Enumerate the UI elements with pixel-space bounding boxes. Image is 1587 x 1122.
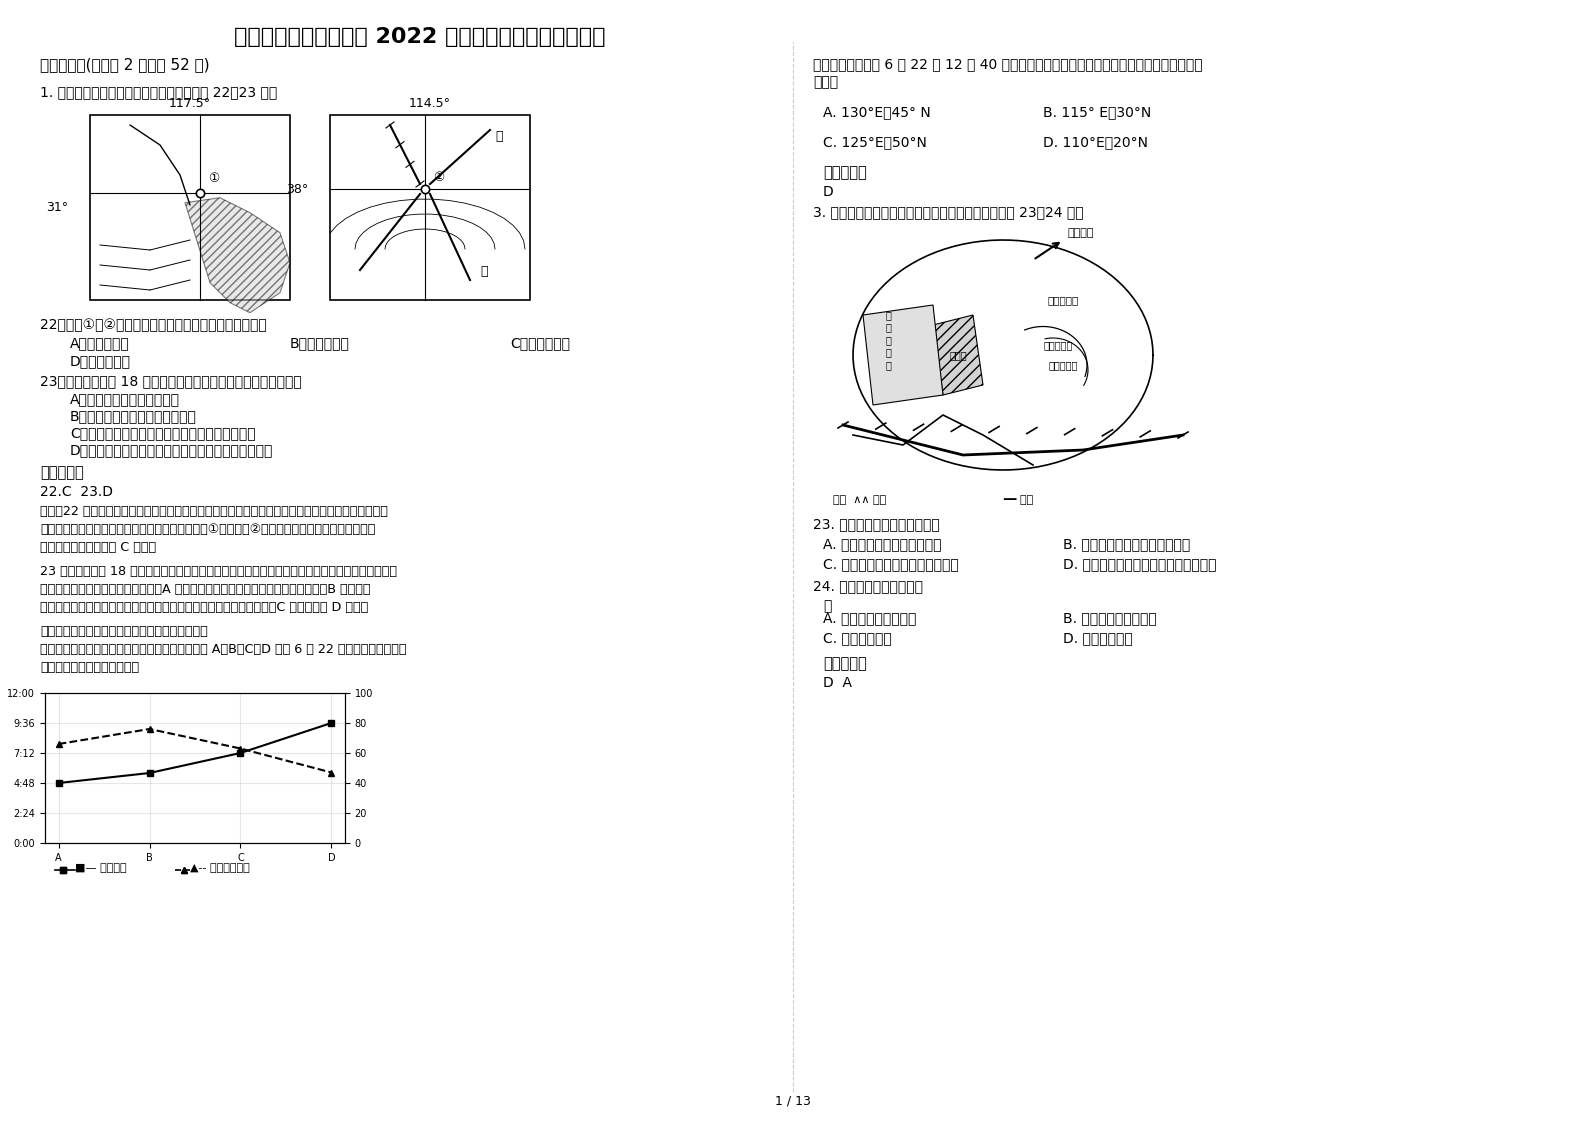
Text: ━━ 铁路: ━━ 铁路 (1003, 495, 1033, 505)
Text: 可能为: 可能为 (813, 75, 838, 89)
Text: C．政治、交通: C．政治、交通 (509, 335, 570, 350)
Text: 22．图中①、②两城市形成和发展的主导区位因素分别是: 22．图中①、②两城市形成和发展的主导区位因素分别是 (40, 318, 267, 332)
Text: 主导风向: 主导风向 (1068, 228, 1095, 238)
Polygon shape (863, 305, 943, 405)
Bar (90, 114, 290, 300)
Text: 解析：22 题，影响城市的区位因素有自然因素和社会经济因素。其中自然因素包括河流、地形、气候
等；社会经济因素包括资源、交通、政策等。图中①为合肥，②为石家庄，: 解析：22 题，影响城市的区位因素有自然因素和社会经济因素。其中自然因素包括河流… (40, 505, 387, 554)
Text: D．南半球纬度越高昼越长夜越短，南极附近出现极昼: D．南半球纬度越高昼越长夜越短，南极附近出现极昼 (70, 443, 273, 457)
Text: 114.5°: 114.5° (409, 96, 451, 110)
Text: ▲-- 正午太阳高度: ▲-- 正午太阳高度 (190, 863, 249, 873)
Polygon shape (933, 315, 982, 395)
Text: 原有居住区: 原有居住区 (1043, 340, 1073, 350)
Text: A．地中海气候区域进入雨季: A．地中海气候区域进入雨季 (70, 392, 179, 406)
Text: 22.C  23.D: 22.C 23.D (40, 485, 113, 499)
Text: 24. 适合布局在防护带的是: 24. 适合布局在防护带的是 (813, 579, 924, 594)
Text: 1. 下图为我国两省会城市位置图。读图回答 22～23 题。: 1. 下图为我国两省会城市位置图。读图回答 22～23 题。 (40, 85, 278, 99)
Text: D  A: D A (824, 675, 852, 690)
Text: 【知识点】本题考查城市的区位因素和季节现象。: 【知识点】本题考查城市的区位因素和季节现象。 (40, 625, 208, 638)
Text: D. 工业区地势平坦、位于主导风下风向: D. 工业区地势平坦、位于主导风下风向 (1063, 557, 1217, 571)
Text: ②: ② (433, 171, 444, 184)
Text: A. 130°E，45° N: A. 130°E，45° N (824, 105, 930, 119)
Text: 参考答案：: 参考答案： (40, 465, 84, 480)
Text: 【思路点拨】我国某校地理兴趣小组对统计世界上 A、B、C、D 四地 6 月 22 日正午太阳高度和日
出时间，绘制简图。读图回答: 【思路点拨】我国某校地理兴趣小组对统计世界上 A、B、C、D 四地 6 月 22… (40, 643, 406, 674)
Text: A. 停车场、日用品仓库: A. 停车场、日用品仓库 (824, 611, 916, 625)
Text: B．科技、地形: B．科技、地形 (290, 335, 349, 350)
Text: B. 115° E，30°N: B. 115° E，30°N (1043, 105, 1151, 119)
Text: 23 题，北京时间 18 时时两城市正好日落，则北半球昼短夜长，太阳直射点位于南半球，北半球为冬
半年，则南半球中海气候区为旱季。A 错误：我国靠大气降水补给的: 23 题，北京时间 18 时时两城市正好日落，则北半球昼短夜长，太阳直射点位于南… (40, 565, 397, 614)
Text: B．我国东部地区的河流正值汛期: B．我国东部地区的河流正值汛期 (70, 410, 197, 423)
Text: 原有工业区: 原有工业区 (1047, 295, 1079, 305)
Text: 规划居住区: 规划居住区 (1049, 360, 1078, 370)
Text: 线: 线 (479, 265, 487, 278)
Text: ■— 日出时间: ■— 日出时间 (75, 863, 127, 873)
Text: A. 居住区紧靠旧城、临近铁路: A. 居住区紧靠旧城、临近铁路 (824, 537, 941, 551)
Text: 23. 该方案突出优点是规划中的: 23. 该方案突出优点是规划中的 (813, 517, 940, 531)
Polygon shape (186, 197, 290, 313)
Text: ①: ① (208, 172, 219, 185)
Text: 图例  ∧∧ 丘陵: 图例 ∧∧ 丘陵 (833, 495, 886, 505)
Text: C. 125°E，50°N: C. 125°E，50°N (824, 135, 927, 149)
Text: B. 幼儿园、日用品仓库: B. 幼儿园、日用品仓库 (1063, 611, 1157, 625)
Text: 广东省肇庆市连麦中学 2022 年高三地理月考试题含解析: 广东省肇庆市连麦中学 2022 年高三地理月考试题含解析 (235, 27, 606, 47)
Bar (330, 114, 530, 300)
Text: 117.5°: 117.5° (168, 96, 211, 110)
Text: 该小组于北京时间 6 月 22 日 12 时 40 分测量并记录当地的正午太阳高度角，则当地的经纬度: 该小组于北京时间 6 月 22 日 12 时 40 分测量并记录当地的正午太阳高… (813, 57, 1203, 71)
Text: D. 110°E，20°N: D. 110°E，20°N (1043, 135, 1147, 149)
Text: D. 医院、停车场: D. 医院、停车场 (1063, 631, 1133, 645)
Text: 3. 右图是某城镇用地布局规划方案示意图。读图回答 23～24 题。: 3. 右图是某城镇用地布局规划方案示意图。读图回答 23～24 题。 (813, 205, 1084, 219)
Text: 一、选择题(每小题 2 分，共 52 分): 一、选择题(每小题 2 分，共 52 分) (40, 57, 209, 72)
Text: 京: 京 (495, 130, 503, 142)
Text: 参考答案：: 参考答案： (824, 165, 867, 180)
Text: 38°: 38° (286, 183, 308, 195)
Text: 规
划
工
业
区: 规 划 工 业 区 (886, 310, 890, 370)
Text: 防护带: 防护带 (949, 350, 966, 360)
Text: B. 居住区环境好、建筑工程量小: B. 居住区环境好、建筑工程量小 (1063, 537, 1190, 551)
Text: C. 工业区靠近水源、铁路交通方便: C. 工业区靠近水源、铁路交通方便 (824, 557, 959, 571)
Text: 1 / 13: 1 / 13 (774, 1094, 811, 1107)
Text: 23．如果北京时间 18 时时两城市正好日落，则下列叙述正确的是: 23．如果北京时间 18 时时两城市正好日落，则下列叙述正确的是 (40, 374, 302, 388)
Text: A．河流、矿产: A．河流、矿产 (70, 335, 130, 350)
Text: C. 幼儿园、医院: C. 幼儿园、医院 (824, 631, 892, 645)
Text: 31°: 31° (46, 201, 68, 214)
Text: D．矿产、旅游: D．矿产、旅游 (70, 355, 132, 368)
Text: 参考答案：: 参考答案： (824, 656, 867, 671)
Text: 是: 是 (824, 599, 832, 613)
Text: C．南北半球纬度数相同的纬线正午太阳高度相同: C．南北半球纬度数相同的纬线正午太阳高度相同 (70, 426, 256, 440)
Text: D: D (824, 185, 833, 199)
